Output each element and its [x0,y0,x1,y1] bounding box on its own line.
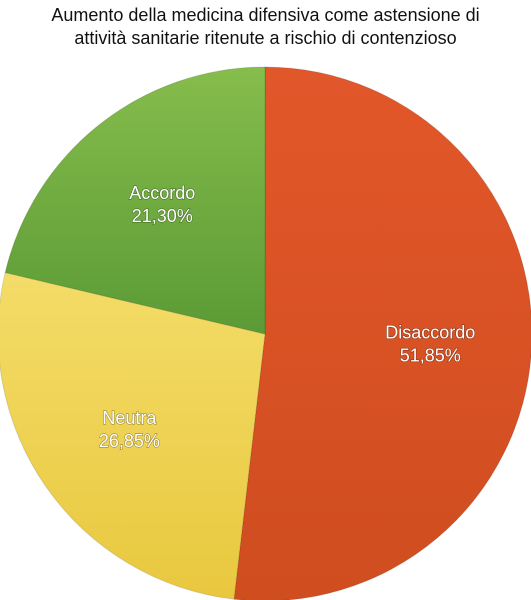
slice-value-neutra: 26,85% [99,431,160,451]
pie-slice-disaccordo [233,66,531,600]
pie-slice-neutra [0,271,266,600]
slice-label-disaccordo: Disaccordo [385,323,475,343]
slice-value-disaccordo: 51,85% [400,346,461,366]
pie-slice-accordo [4,66,266,335]
slice-value-accordo: 21,30% [132,206,193,226]
slice-label-neutra: Neutra [102,408,157,428]
chart-title-line-2: attività sanitarie ritenute a rischio di… [74,28,457,48]
chart-title-line-1: Aumento della medicina difensiva come as… [51,5,480,25]
slice-label-accordo: Accordo [129,183,195,203]
